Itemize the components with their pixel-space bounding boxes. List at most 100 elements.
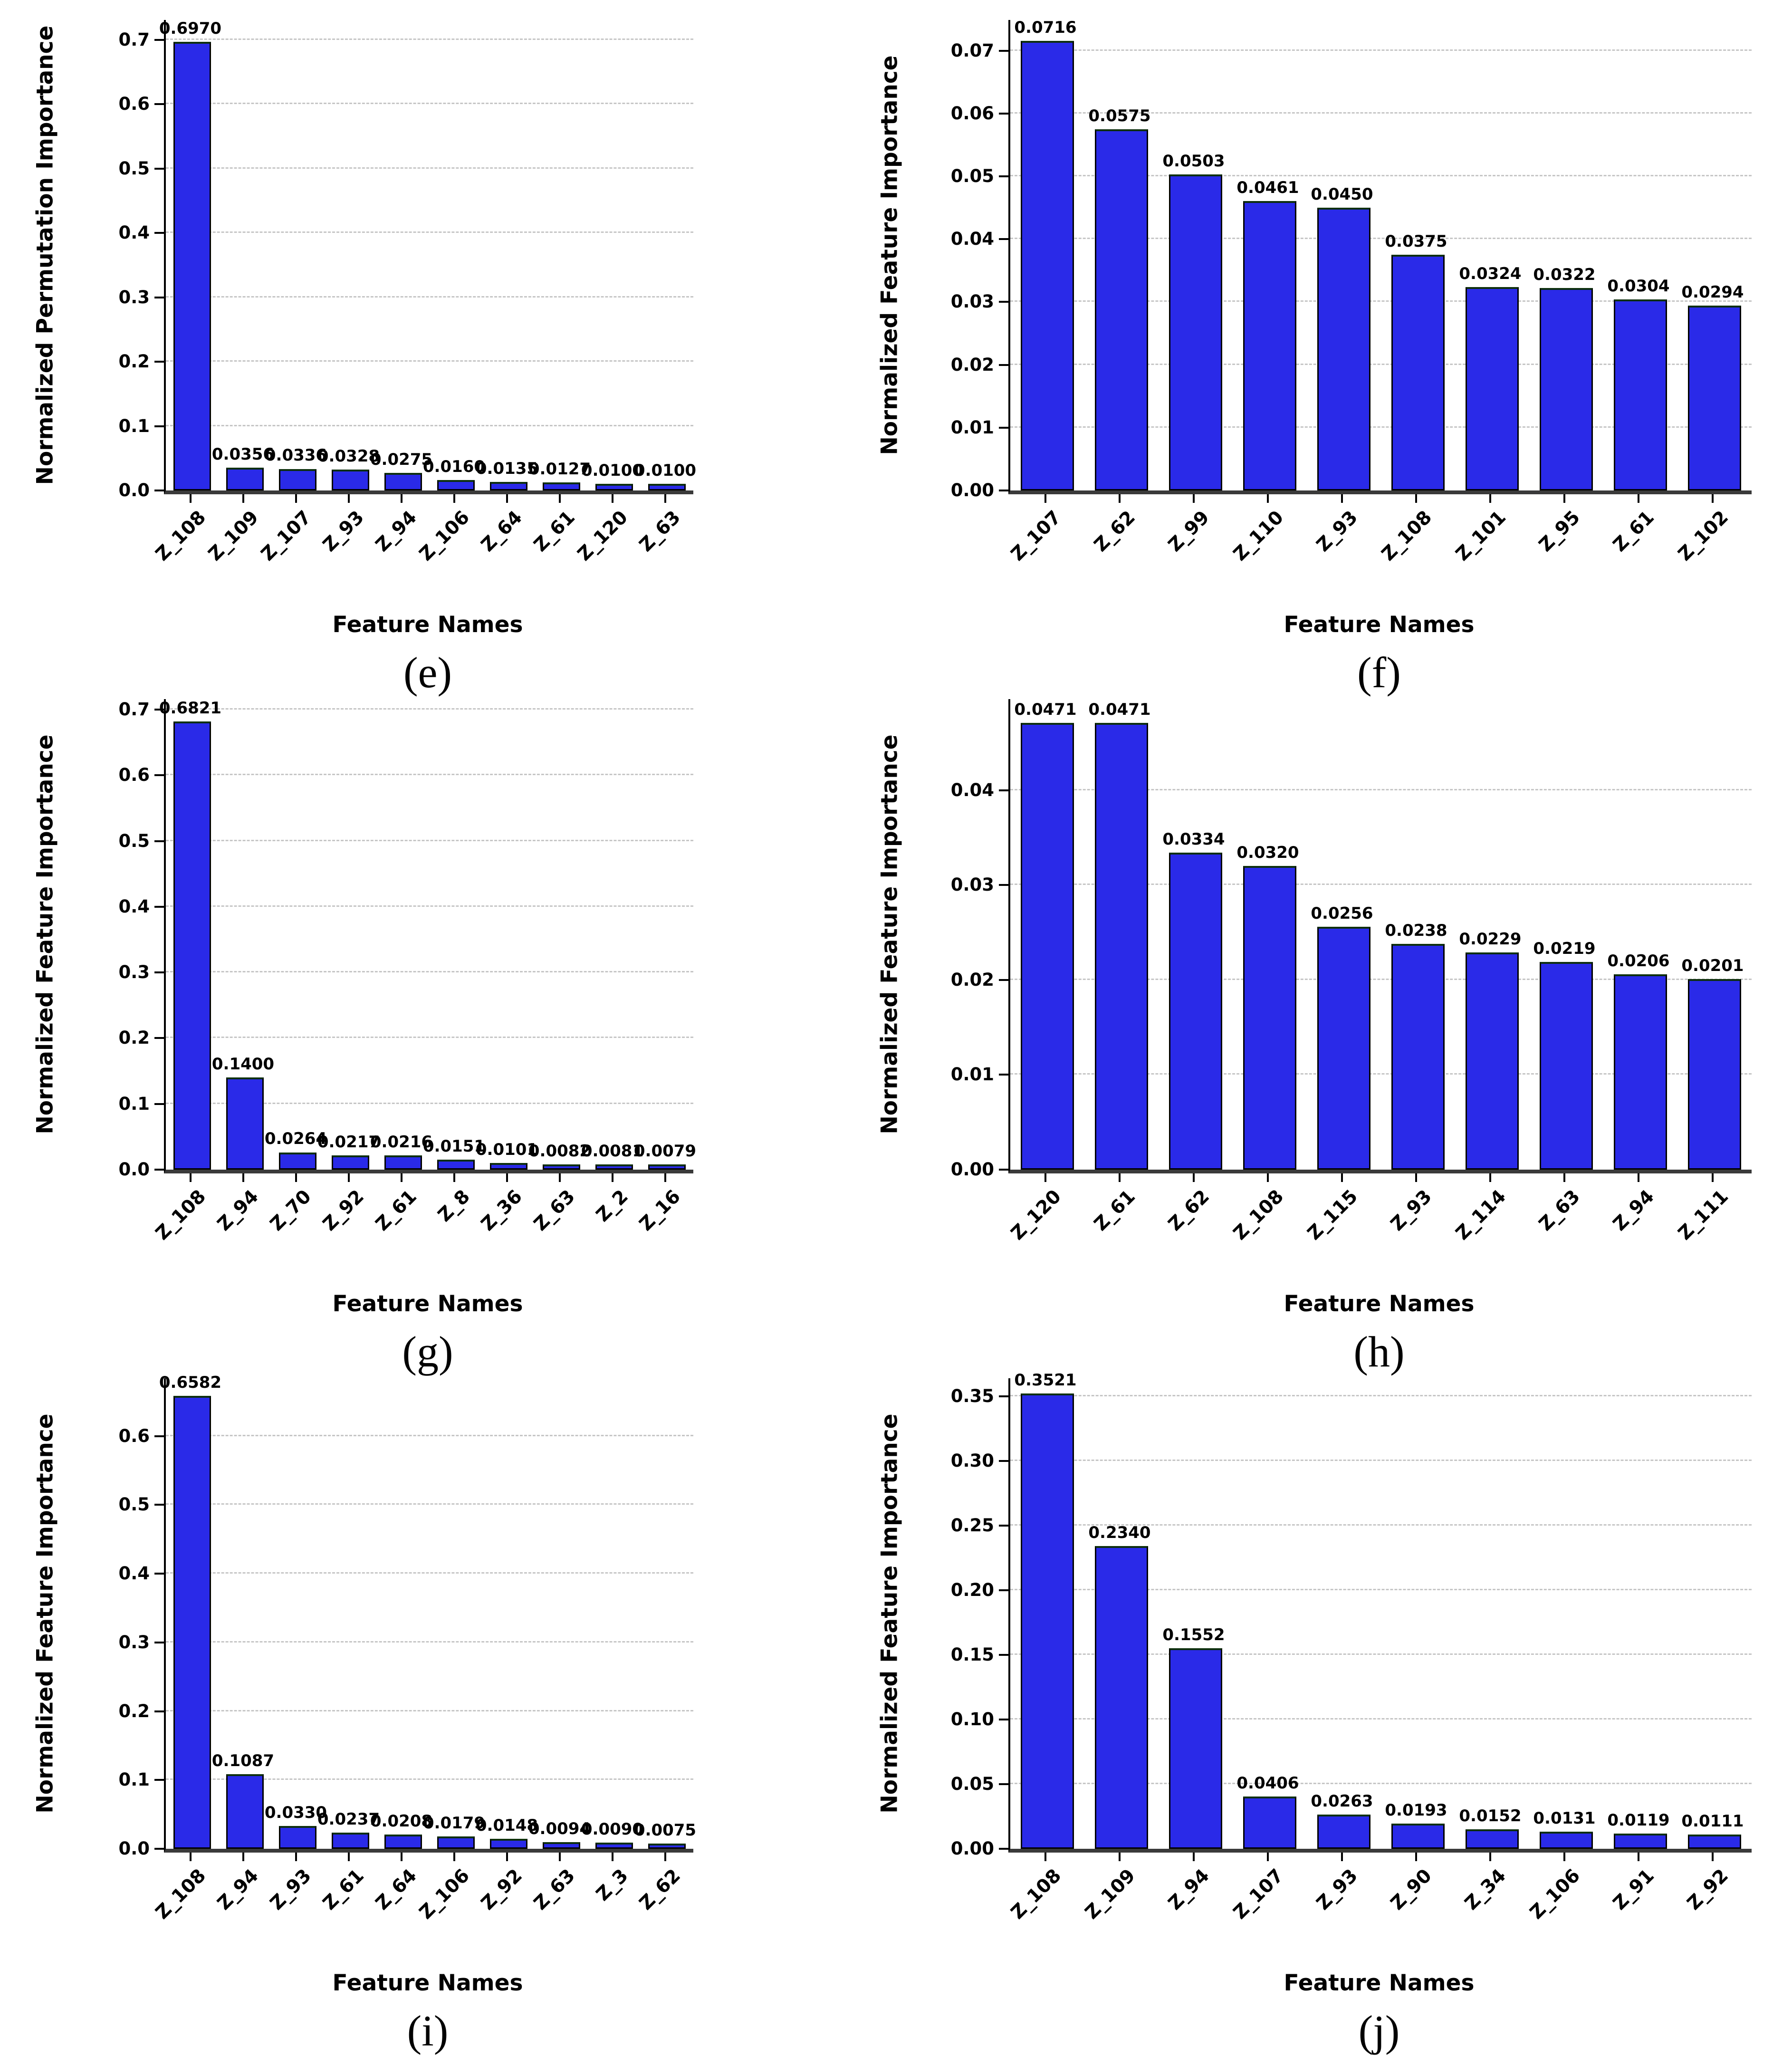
bar-value-label: 0.6970 xyxy=(159,19,222,38)
bar-Z_2 xyxy=(595,1164,633,1170)
y-tick-label: 0.35 xyxy=(950,1385,994,1406)
y-tick-label: 0.25 xyxy=(950,1515,994,1536)
y-tick-label: 0.0 xyxy=(118,480,150,500)
bar-value-label: 0.0208 xyxy=(370,1811,433,1831)
bar-value-label: 0.0264 xyxy=(264,1129,327,1149)
bar-value-label: 0.0471 xyxy=(1088,700,1151,719)
x-axis-label: Feature Names xyxy=(332,1970,523,1996)
x-tick-mark xyxy=(506,494,508,503)
x-tick-mark xyxy=(1489,494,1491,503)
y-tick-label: 0.05 xyxy=(950,166,994,187)
y-tick-label: 0.7 xyxy=(118,699,150,720)
y-tick-label: 0.0 xyxy=(118,1159,150,1180)
chart-e: Normalized Permutation Importance 0.0 0.1 0… xyxy=(0,0,896,697)
y-tick-mark xyxy=(999,884,1008,886)
x-tick-mark xyxy=(558,1173,561,1182)
gridline xyxy=(1010,49,1752,51)
gridline xyxy=(166,167,693,169)
bar-Z_93 xyxy=(278,1826,317,1849)
y-tick-mark xyxy=(154,1779,164,1781)
x-tick-label-text: Z_16 xyxy=(635,1186,685,1235)
y-tick-mark xyxy=(999,112,1008,115)
bar-Z_120 xyxy=(1020,722,1074,1170)
y-tick-label: 0.04 xyxy=(950,229,994,250)
x-tick-mark xyxy=(1712,1173,1714,1182)
bar-value-label: 0.0206 xyxy=(1607,951,1670,970)
bar-value-label: 0.3521 xyxy=(1014,1370,1077,1390)
bar-Z_90 xyxy=(1391,1824,1445,1849)
bar-Z_94 xyxy=(226,1774,264,1849)
bar-value-label: 0.0152 xyxy=(1459,1806,1522,1825)
x-tick-mark xyxy=(1415,1853,1417,1861)
x-tick-mark xyxy=(1119,1173,1121,1182)
y-tick-label: 0.01 xyxy=(950,1064,994,1085)
y-tick-mark xyxy=(999,1074,1008,1076)
y-tick-label: 0.03 xyxy=(950,874,994,895)
bar-Z_61 xyxy=(1094,722,1149,1170)
y-tick-label: 0.5 xyxy=(118,830,150,851)
x-tick-label: Z_102 xyxy=(1556,507,1733,565)
bar-Z_94 xyxy=(384,472,422,490)
bar-Z_61 xyxy=(384,1155,422,1170)
y-tick-mark xyxy=(999,238,1008,240)
y-tick-mark xyxy=(999,1589,1008,1591)
x-axis-label: Feature Names xyxy=(1284,612,1475,638)
x-tick-mark xyxy=(453,1173,455,1182)
x-tick-label-text: Z_63 xyxy=(635,507,685,556)
x-axis-label: Feature Names xyxy=(1284,1291,1475,1317)
bar-Z_120 xyxy=(595,484,633,490)
bar-Z_62 xyxy=(1169,853,1223,1170)
x-tick-mark xyxy=(1119,494,1121,503)
gridline xyxy=(1010,1653,1752,1655)
bar-value-label: 0.0328 xyxy=(317,446,380,466)
bar-Z_64 xyxy=(384,1834,422,1849)
y-tick-label: 0.1 xyxy=(118,1093,150,1114)
chart-h: Normalized Feature Importance 0.00 0.01 0.0… xyxy=(877,679,1792,1376)
y-tick-mark xyxy=(154,774,164,777)
y-tick-label: 0.03 xyxy=(950,291,994,312)
gridline xyxy=(1010,426,1752,428)
x-tick-mark xyxy=(1341,494,1343,503)
y-tick-mark xyxy=(154,840,164,842)
x-tick-mark xyxy=(453,494,455,503)
y-tick-mark xyxy=(154,709,164,711)
bar-Z_95 xyxy=(1539,288,1593,490)
gridline xyxy=(1010,788,1752,790)
bar-Z_36 xyxy=(489,1163,528,1170)
gridline xyxy=(1010,1524,1752,1526)
gridline xyxy=(166,1037,693,1038)
bar-value-label: 0.0263 xyxy=(1311,1792,1373,1811)
x-tick-mark xyxy=(611,1853,613,1861)
y-tick-label: 0.05 xyxy=(950,1773,994,1794)
gridline xyxy=(1010,1073,1752,1075)
bar-value-label: 0.0082 xyxy=(528,1141,591,1161)
bar-Z_93 xyxy=(1317,1815,1371,1849)
y-tick-mark xyxy=(999,1169,1008,1171)
bar-value-label: 0.0148 xyxy=(475,1816,538,1835)
x-tick-mark xyxy=(189,1173,192,1182)
gridline xyxy=(166,1572,693,1574)
bar-value-label: 0.6821 xyxy=(159,698,222,718)
x-tick-mark xyxy=(347,1853,350,1861)
x-tick-mark xyxy=(1193,1853,1195,1861)
y-tick-mark xyxy=(999,175,1008,178)
x-tick-mark xyxy=(1341,1853,1343,1861)
bar-Z_108 xyxy=(1391,255,1445,490)
bar-Z_63 xyxy=(1539,961,1593,1170)
x-tick-mark xyxy=(189,1853,192,1861)
y-tick-mark xyxy=(999,1848,1008,1850)
bar-Z_108 xyxy=(173,721,211,1170)
bar-value-label: 0.1087 xyxy=(211,1751,275,1770)
y-tick-mark xyxy=(154,425,164,427)
bar-Z_109 xyxy=(226,467,264,490)
bar-value-label: 0.0079 xyxy=(633,1142,697,1161)
x-axis-label: Feature Names xyxy=(332,612,523,638)
x-tick-mark xyxy=(664,1173,666,1182)
y-tick-label: 0.02 xyxy=(950,354,994,375)
bar-value-label: 0.0127 xyxy=(528,459,591,479)
x-tick-label: Z_111 xyxy=(1556,1186,1733,1244)
y-tick-label: 0.07 xyxy=(950,40,994,61)
x-tick-mark xyxy=(347,1173,350,1182)
bar-value-label: 0.0237 xyxy=(317,1809,380,1829)
y-axis-label: Normalized Feature Importance xyxy=(32,734,58,1134)
